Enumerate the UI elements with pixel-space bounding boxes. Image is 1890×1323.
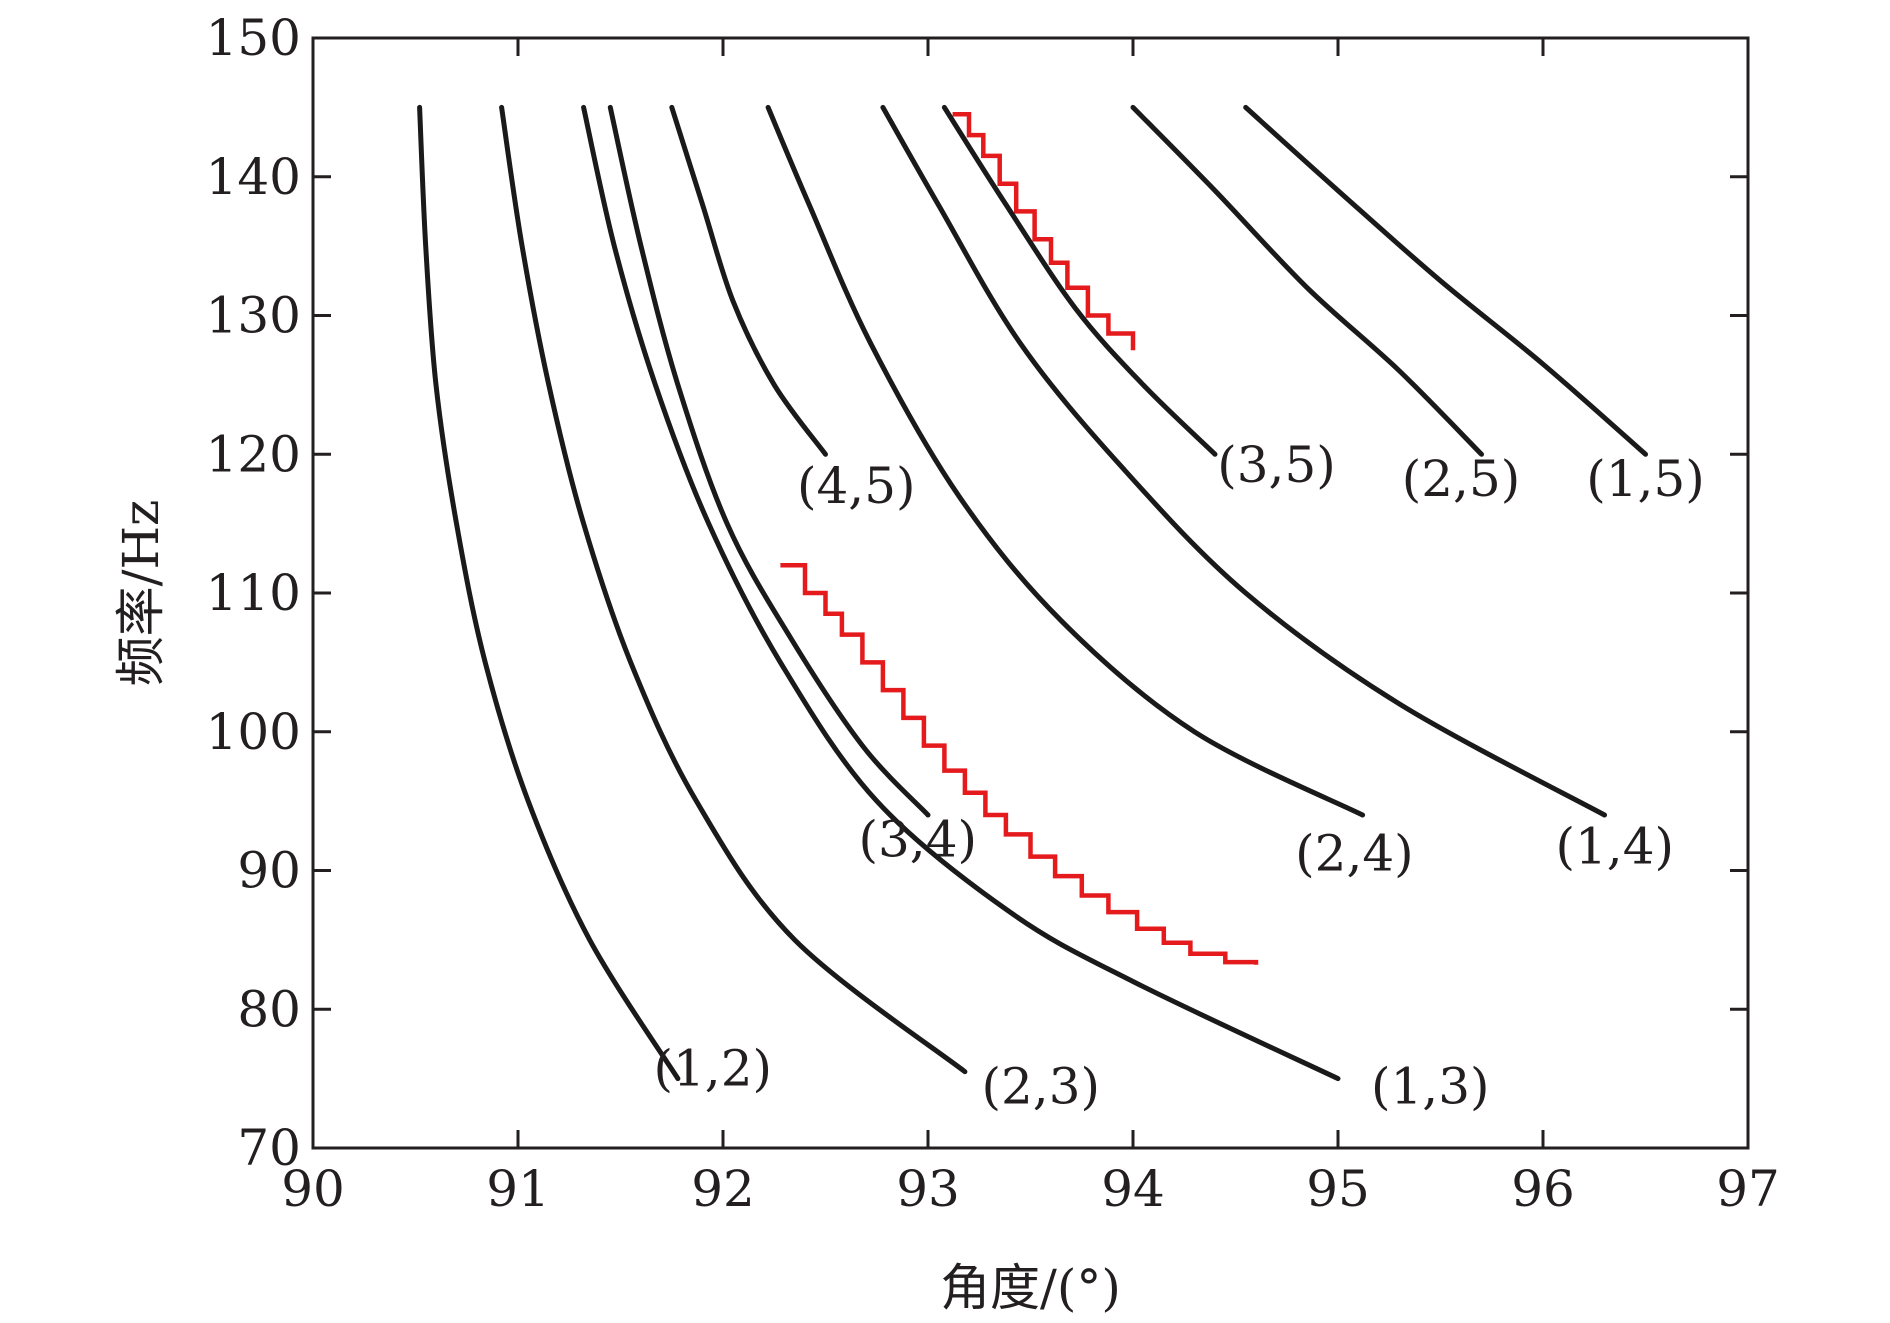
curve-label-2-4: (2,4) (1295, 825, 1414, 883)
curve-1-5 (1243, 104, 1648, 457)
y-tick-label: 140 (206, 148, 301, 206)
curve-label-2-3: (2,3) (981, 1058, 1100, 1116)
curve-3-4 (607, 104, 931, 818)
curve-label-1-5: (1,5) (1586, 450, 1705, 508)
x-tick-label: 96 (1511, 1160, 1575, 1218)
y-tick-label: 80 (237, 980, 301, 1038)
curve-label-1-4: (1,4) (1555, 818, 1674, 876)
curve-3-5 (941, 104, 1218, 457)
x-tick-label: 97 (1716, 1160, 1780, 1218)
curve-label-1-3: (1,3) (1371, 1058, 1490, 1116)
curve-1-4 (880, 104, 1607, 818)
y-tick-label: 110 (206, 564, 301, 622)
curve-1-2 (417, 104, 681, 1082)
x-axis: 90 91 92 93 94 95 96 97 (281, 38, 1780, 1218)
curve-2-5 (1130, 104, 1484, 457)
curve-1-3 (581, 104, 1341, 1082)
x-tick-label: 93 (896, 1160, 960, 1218)
y-axis-title: 频率/Hz (112, 500, 170, 687)
curve-2-4 (765, 104, 1366, 818)
curve-label-2-5: (2,5) (1402, 450, 1521, 508)
curve-2-3 (499, 104, 968, 1075)
x-tick-label: 92 (691, 1160, 755, 1218)
y-tick-label: 70 (237, 1119, 301, 1177)
x-tick-label: 94 (1101, 1160, 1165, 1218)
x-axis-title: 角度/(°) (940, 1259, 1121, 1317)
curve-labels: (1,2) (2,3) (1,3) (3,4) (2,4) (1,4) (4,5) (3,5)… (653, 436, 1704, 1116)
curve-label-4-5: (4,5) (797, 457, 916, 515)
highlight-staircase-2 (952, 112, 1136, 351)
y-axis: 70 80 90 100 110 120 130 140 150 (206, 9, 1748, 1177)
highlight-staircase-1 (780, 563, 1259, 965)
y-tick-label: 150 (206, 9, 301, 67)
curve-4-5 (669, 104, 828, 457)
y-tick-label: 100 (206, 703, 301, 761)
curve-label-3-5: (3,5) (1217, 436, 1336, 494)
x-tick-label: 95 (1306, 1160, 1370, 1218)
x-tick-label: 90 (281, 1160, 345, 1218)
y-tick-label: 130 (206, 287, 301, 345)
y-tick-label: 90 (237, 842, 301, 900)
y-tick-label: 120 (206, 425, 301, 483)
plot-area (417, 104, 1648, 1082)
x-tick-label: 91 (486, 1160, 550, 1218)
curve-label-3-4: (3,4) (858, 811, 977, 869)
curve-label-1-2: (1,2) (653, 1040, 772, 1098)
